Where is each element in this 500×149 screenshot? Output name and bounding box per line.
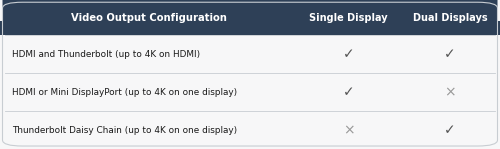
Text: Video Output Configuration: Video Output Configuration	[71, 13, 227, 22]
Text: ×: ×	[343, 123, 354, 137]
FancyBboxPatch shape	[2, 0, 498, 35]
Text: ×: ×	[444, 85, 456, 99]
Bar	[0, 35, 500, 73]
Text: ✓: ✓	[444, 123, 456, 137]
Text: HDMI and Thunderbolt (up to 4K on HDMI): HDMI and Thunderbolt (up to 4K on HDMI)	[12, 49, 200, 59]
Text: Single Display: Single Display	[310, 13, 388, 22]
Text: Dual Displays: Dual Displays	[412, 13, 488, 22]
Bar	[0, 73, 500, 111]
Text: Thunderbolt Daisy Chain (up to 4K on one display): Thunderbolt Daisy Chain (up to 4K on one…	[12, 125, 237, 135]
Text: ✓: ✓	[444, 47, 456, 61]
Bar	[0, 21, 500, 35]
Bar	[0, 111, 500, 149]
Text: HDMI or Mini DisplayPort (up to 4K on one display): HDMI or Mini DisplayPort (up to 4K on on…	[12, 87, 237, 97]
Text: ✓: ✓	[343, 85, 354, 99]
Text: ✓: ✓	[343, 47, 354, 61]
